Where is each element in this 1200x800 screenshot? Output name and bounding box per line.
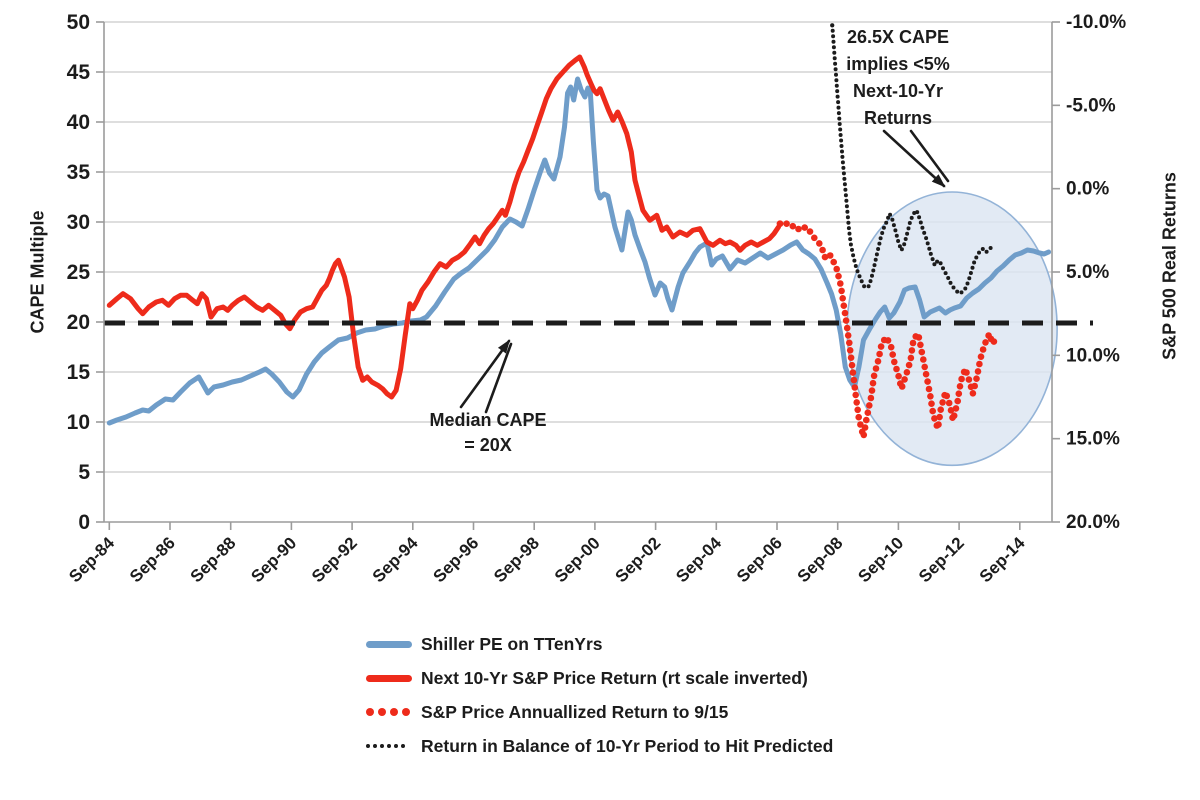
legend-label: S&P Price Annuallized Return to 9/15 (421, 701, 729, 722)
legend-item: Next 10-Yr S&P Price Return (rt scale in… (366, 661, 833, 695)
legend-item: S&P Price Annuallized Return to 9/15 (366, 695, 833, 729)
x-tick-labels: Sep-84 Sep-86 Sep-88 Sep-90 Sep-92 Sep-94 Sep-… (65, 533, 1029, 586)
svg-text:0: 0 (78, 511, 90, 534)
svg-text:15.0%: 15.0% (1066, 429, 1120, 450)
svg-text:Sep-04: Sep-04 (672, 533, 725, 586)
svg-text:Sep-12: Sep-12 (915, 533, 968, 586)
legend: Shiller PE on TTenYrs Next 10-Yr S&P Pric… (366, 627, 833, 763)
svg-text:Sep-08: Sep-08 (794, 533, 847, 586)
annotation-arrows (459, 129, 950, 414)
median-annotation-line: Median CAPE (429, 410, 547, 430)
cape-annotation-line: implies <5% (846, 54, 950, 74)
svg-text:0.0%: 0.0% (1066, 179, 1109, 200)
cape-annotation-line: Returns (863, 108, 932, 128)
svg-text:50: 50 (67, 11, 90, 34)
svg-text:45: 45 (67, 61, 91, 84)
right-axis-title: S&P 500 Real Returns (1159, 172, 1180, 360)
series-annualized-return-dots (776, 220, 998, 439)
svg-text:Sep-02: Sep-02 (612, 533, 665, 586)
svg-text:Sep-00: Sep-00 (551, 533, 604, 586)
svg-text:-5.0%: -5.0% (1066, 95, 1116, 116)
series-balance-return-dots (830, 23, 993, 295)
median-annotation: Median CAPE = 20X (429, 408, 546, 458)
svg-text:40: 40 (67, 111, 90, 134)
svg-text:Sep-86: Sep-86 (126, 533, 179, 586)
legend-label: Next 10-Yr S&P Price Return (rt scale in… (421, 667, 808, 688)
series-shiller-pe-line (106, 76, 1052, 426)
svg-text:Sep-88: Sep-88 (187, 533, 240, 586)
svg-text:Sep-92: Sep-92 (308, 533, 361, 586)
svg-text:Sep-94: Sep-94 (369, 533, 422, 586)
legend-label: Shiller PE on TTenYrs (421, 633, 603, 654)
svg-text:Sep-06: Sep-06 (733, 533, 786, 586)
axes (96, 21, 1060, 530)
cape-annotation-line: 26.5X CAPE (846, 27, 950, 47)
svg-text:Sep-90: Sep-90 (247, 533, 300, 586)
svg-text:5.0%: 5.0% (1066, 262, 1109, 283)
svg-text:25: 25 (67, 261, 91, 284)
svg-text:5: 5 (78, 461, 90, 484)
legend-swatch-dots-icon (366, 708, 418, 716)
left-axis-title: CAPE Multiple (27, 210, 48, 334)
cape-annotation: 26.5X CAPE implies <5% Next-10-Yr Return… (846, 24, 950, 132)
legend-swatch-line-icon (366, 674, 418, 682)
legend-swatch-small-dots-icon (366, 744, 418, 748)
legend-swatch-line-icon (366, 640, 418, 648)
svg-text:-10.0%: -10.0% (1066, 12, 1126, 33)
cape-annotation-line: Next-10-Yr (852, 81, 944, 101)
legend-label: Return in Balance of 10-Yr Period to Hit… (421, 735, 834, 756)
svg-text:10.0%: 10.0% (1066, 345, 1120, 366)
median-annotation-line: = 20X (464, 435, 512, 455)
svg-text:Sep-14: Sep-14 (976, 533, 1029, 586)
legend-item: Return in Balance of 10-Yr Period to Hit… (366, 729, 833, 763)
svg-text:Sep-98: Sep-98 (490, 533, 543, 586)
svg-text:10: 10 (67, 411, 90, 434)
y-right-tick-labels: -10.0% -5.0% 0.0% 5.0% 10.0% 15.0% 20.0% (1066, 12, 1126, 533)
svg-text:15: 15 (67, 361, 91, 384)
svg-text:35: 35 (67, 161, 91, 184)
svg-text:20: 20 (67, 311, 90, 334)
y-left-tick-labels: 0 5 10 15 20 25 30 35 40 45 50 (67, 11, 91, 534)
svg-text:30: 30 (67, 211, 90, 234)
svg-text:Sep-10: Sep-10 (854, 533, 907, 586)
svg-text:20.0%: 20.0% (1066, 512, 1120, 533)
legend-item: Shiller PE on TTenYrs (366, 627, 833, 661)
highlight-ellipse (846, 191, 1058, 467)
series-next10yr-return-line (106, 54, 781, 400)
svg-text:Sep-84: Sep-84 (65, 533, 118, 586)
svg-text:Sep-96: Sep-96 (429, 533, 482, 586)
